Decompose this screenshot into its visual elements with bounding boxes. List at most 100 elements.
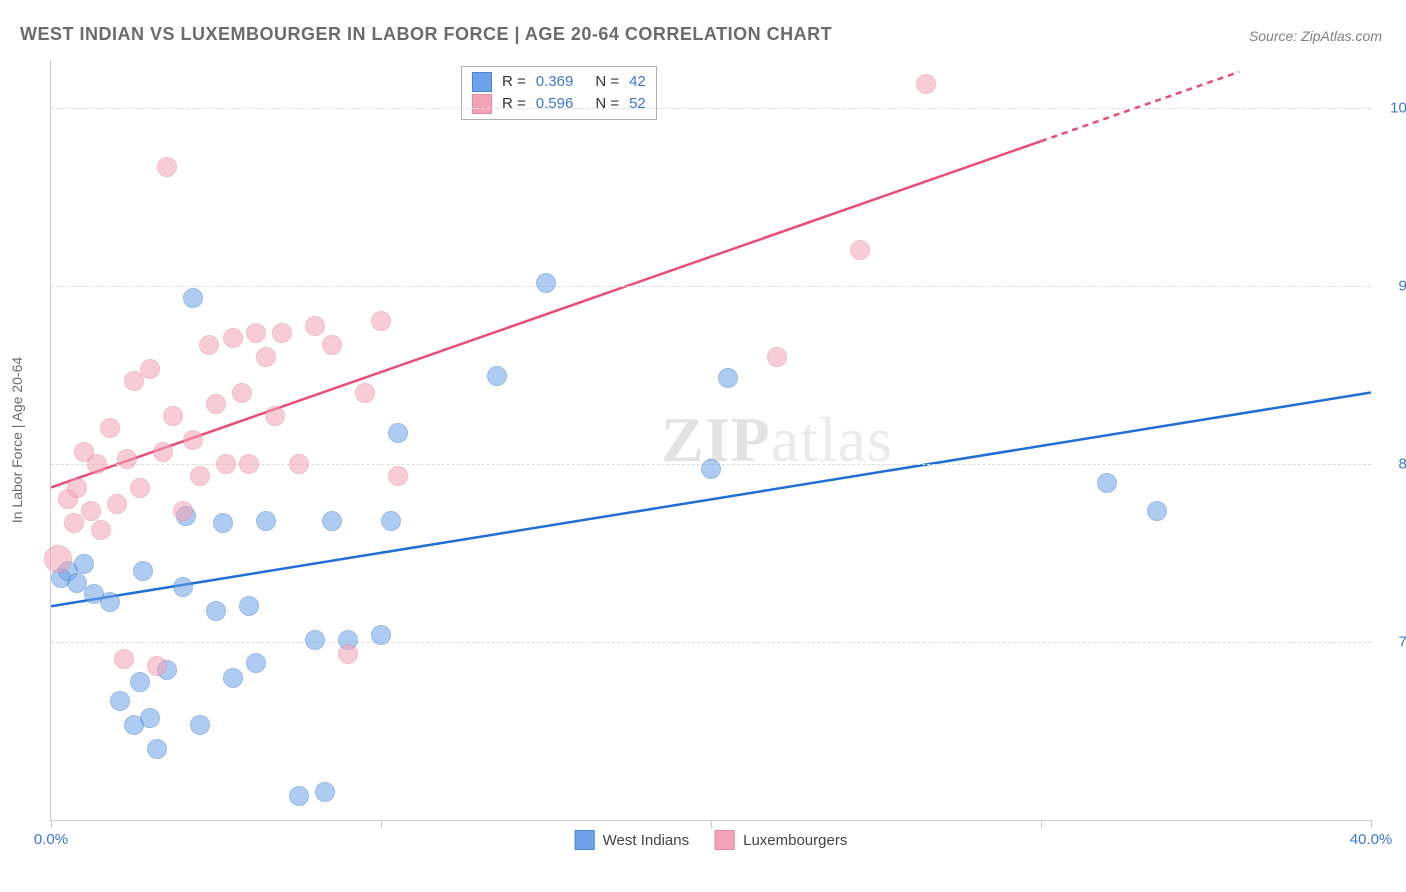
data-point — [190, 715, 210, 735]
data-point — [487, 366, 507, 386]
data-point — [173, 501, 193, 521]
data-point — [81, 501, 101, 521]
gridline — [51, 108, 1371, 109]
data-point — [153, 442, 173, 462]
chart-container: WEST INDIAN VS LUXEMBOURGER IN LABOR FOR… — [0, 0, 1406, 892]
data-point — [67, 478, 87, 498]
data-point — [305, 630, 325, 650]
x-tick-label: 0.0% — [34, 831, 68, 848]
data-point — [536, 273, 556, 293]
data-point — [246, 653, 266, 673]
data-point — [272, 323, 292, 343]
data-point — [117, 449, 137, 469]
data-point — [183, 288, 203, 308]
stats-n-label: N = — [595, 93, 619, 115]
stats-legend: R = 0.369 N = 42 R = 0.596 N = 52 — [461, 66, 657, 120]
data-point — [371, 311, 391, 331]
data-point — [206, 601, 226, 621]
data-point — [232, 383, 252, 403]
data-point — [199, 335, 219, 355]
data-point — [767, 347, 787, 367]
data-point — [91, 520, 111, 540]
y-axis-title: In Labor Force | Age 20-64 — [9, 357, 25, 523]
data-point — [239, 454, 259, 474]
data-point — [140, 708, 160, 728]
data-point — [338, 644, 358, 664]
stats-row-1: R = 0.596 N = 52 — [472, 93, 646, 115]
data-point — [216, 454, 236, 474]
data-point — [246, 323, 266, 343]
data-point — [1097, 473, 1117, 493]
data-point — [163, 406, 183, 426]
data-point — [190, 466, 210, 486]
stats-row-0: R = 0.369 N = 42 — [472, 71, 646, 93]
swatch-series-1 — [715, 830, 735, 850]
data-point — [322, 511, 342, 531]
data-point — [388, 466, 408, 486]
data-point — [173, 577, 193, 597]
swatch-series-0 — [575, 830, 595, 850]
data-point — [107, 494, 127, 514]
data-point — [315, 782, 335, 802]
stats-n-label: N = — [595, 71, 619, 93]
data-point — [100, 418, 120, 438]
stats-r-val-1: 0.596 — [536, 93, 574, 115]
x-tick — [51, 820, 52, 828]
data-point — [289, 786, 309, 806]
data-point — [381, 511, 401, 531]
data-point — [718, 368, 738, 388]
data-point — [206, 394, 226, 414]
data-point — [157, 157, 177, 177]
gridline — [51, 286, 1371, 287]
swatch-series-0 — [472, 72, 492, 92]
data-point — [110, 691, 130, 711]
data-point — [256, 347, 276, 367]
data-point — [322, 335, 342, 355]
data-point — [1147, 501, 1167, 521]
chart-area: In Labor Force | Age 20-64 ZIPatlas R = … — [50, 60, 1371, 821]
data-point — [147, 656, 167, 676]
x-tick — [711, 820, 712, 828]
legend-label-1: Luxembourgers — [743, 832, 847, 849]
legend-item-0: West Indians — [575, 830, 689, 850]
legend-label-0: West Indians — [603, 832, 689, 849]
data-point — [140, 359, 160, 379]
data-point — [223, 328, 243, 348]
trend-lines — [51, 60, 1371, 820]
data-point — [256, 511, 276, 531]
data-point — [239, 596, 259, 616]
data-point — [916, 74, 936, 94]
data-point — [130, 672, 150, 692]
swatch-series-1 — [472, 94, 492, 114]
x-tick-label: 40.0% — [1350, 831, 1393, 848]
y-tick-label: 77.5% — [1381, 633, 1406, 650]
data-point — [388, 423, 408, 443]
x-tick — [381, 820, 382, 828]
data-point — [223, 668, 243, 688]
source-label: Source: ZipAtlas.com — [1249, 28, 1382, 44]
data-point — [289, 454, 309, 474]
data-point — [213, 513, 233, 533]
stats-r-label: R = — [502, 93, 526, 115]
data-point — [265, 406, 285, 426]
bottom-legend: West Indians Luxembourgers — [575, 830, 848, 850]
y-tick-label: 92.5% — [1381, 277, 1406, 294]
gridline — [51, 642, 1371, 643]
data-point — [850, 240, 870, 260]
data-point — [305, 316, 325, 336]
data-point — [183, 430, 203, 450]
data-point — [130, 478, 150, 498]
data-point — [100, 592, 120, 612]
x-tick — [1041, 820, 1042, 828]
legend-item-1: Luxembourgers — [715, 830, 847, 850]
data-point — [355, 383, 375, 403]
data-point — [114, 649, 134, 669]
data-point — [74, 554, 94, 574]
watermark: ZIPatlas — [661, 403, 893, 477]
data-point — [133, 561, 153, 581]
data-point — [147, 739, 167, 759]
stats-n-val-0: 42 — [629, 71, 646, 93]
data-point — [701, 459, 721, 479]
stats-r-label: R = — [502, 71, 526, 93]
x-tick — [1371, 820, 1372, 828]
